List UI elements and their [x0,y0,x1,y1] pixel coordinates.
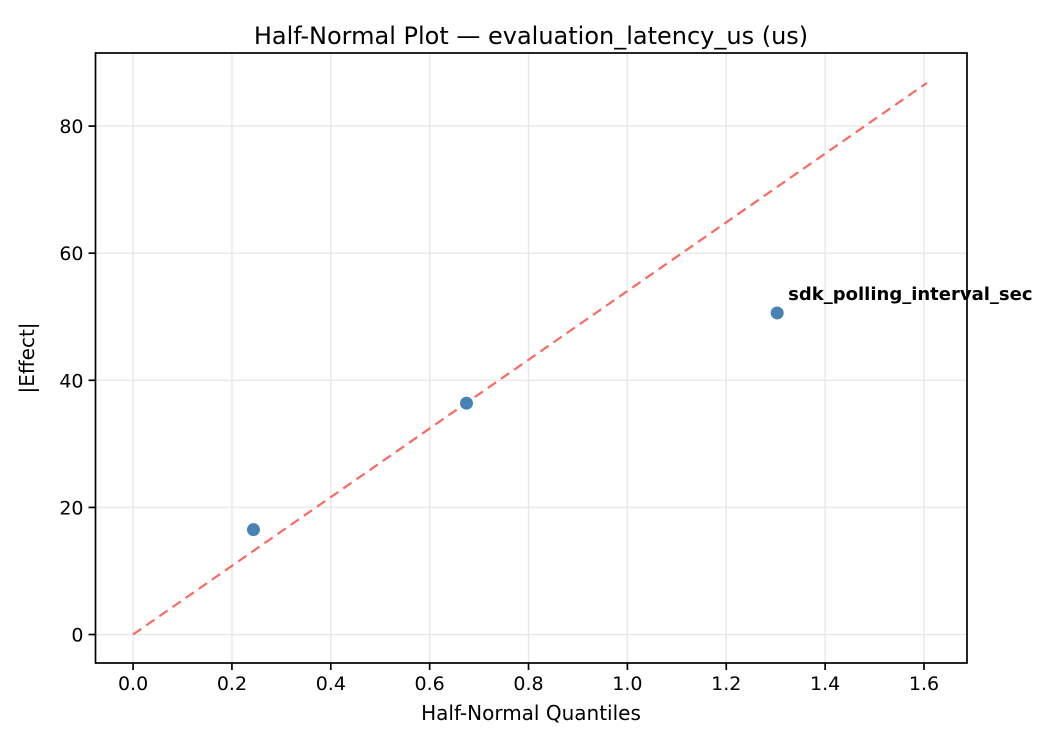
reference-line [132,81,928,636]
y-tick-label: 80 [59,116,83,138]
y-tick-label: 0 [71,625,83,647]
x-tick-label: 0.2 [217,673,247,695]
data-point [770,306,784,320]
x-tick-label: 1.0 [612,673,642,695]
x-axis-label: Half-Normal Quantiles [421,701,641,725]
scatter-points [246,306,784,537]
chart-title: Half-Normal Plot — evaluation_latency_us… [254,22,808,50]
data-point [459,396,473,410]
x-tick-label: 0.4 [316,673,346,695]
y-tick-labels: 0 20 40 60 80 [59,116,83,646]
y-tick-label: 60 [59,243,83,265]
plot-area-frame [94,52,968,664]
data-point [246,523,260,537]
axis-ticks [88,125,925,670]
y-axis-label: |Effect| [15,322,39,393]
gridlines [95,53,967,663]
x-tick-label: 1.6 [909,673,939,695]
annotation-label: sdk_polling_interval_sec [788,284,1032,305]
x-tick-label: 0.6 [415,673,445,695]
x-tick-label: 1.2 [711,673,741,695]
x-tick-label: 0.8 [513,673,543,695]
x-tick-label: 1.4 [810,673,840,695]
x-tick-labels: 0.0 0.2 0.4 0.6 0.8 1.0 1.2 1.4 1.6 [118,673,939,695]
x-tick-label: 0.0 [118,673,148,695]
y-tick-label: 20 [59,497,83,519]
y-tick-label: 40 [59,370,83,392]
